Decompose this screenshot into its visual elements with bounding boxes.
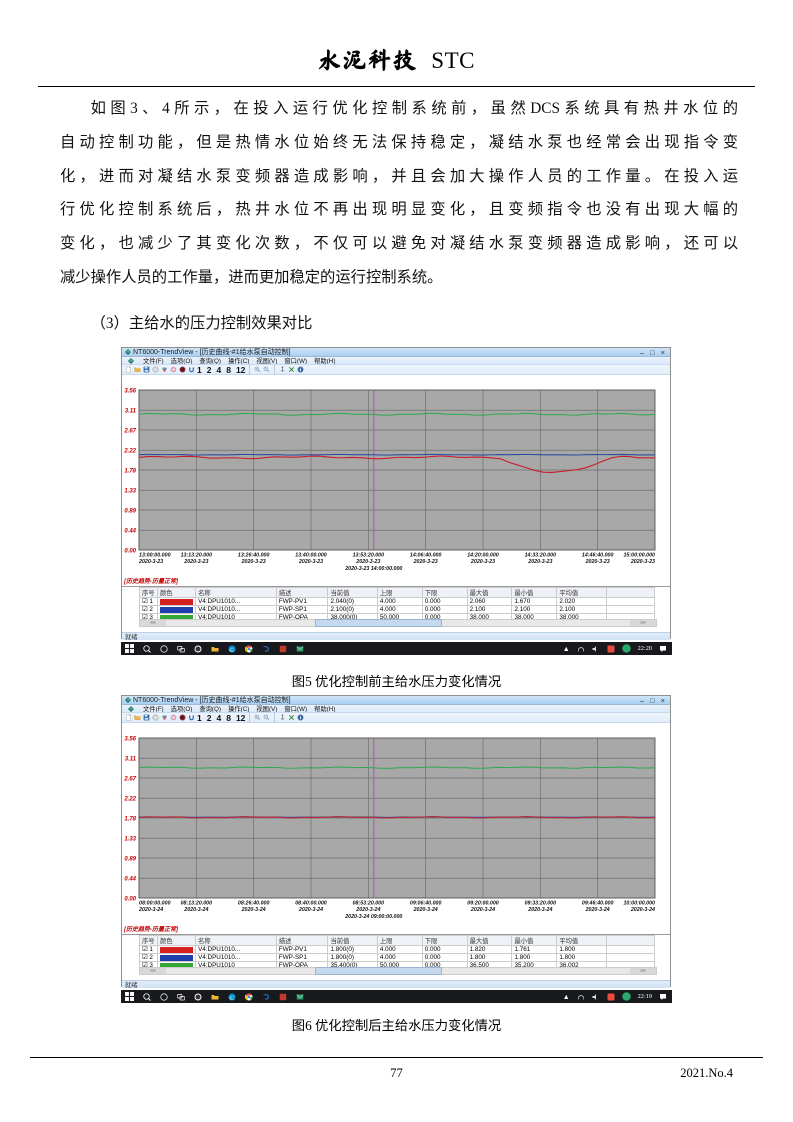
svg-text:10:00:00.000: 10:00:00.000 (623, 901, 655, 907)
svg-text:2020-3-24: 2020-3-24 (413, 907, 438, 913)
svg-text:13:26:40.000: 13:26:40.000 (238, 553, 270, 559)
svg-text:1.78: 1.78 (124, 817, 136, 823)
svg-text:2020-3-23: 2020-3-23 (241, 559, 266, 565)
svg-text:3.11: 3.11 (125, 409, 137, 415)
svg-text:0.44: 0.44 (124, 529, 136, 535)
svg-text:2020-3-23: 2020-3-23 (630, 559, 655, 565)
svg-text:2020-3-23: 2020-3-23 (183, 559, 208, 565)
svg-text:14:33:20.000: 14:33:20.000 (525, 553, 557, 559)
svg-text:09:46:40.000: 09:46:40.000 (582, 901, 614, 907)
svg-text:2020-3-23: 2020-3-23 (585, 559, 610, 565)
svg-text:09:20:00.000: 09:20:00.000 (467, 901, 499, 907)
svg-text:2020-3-24: 2020-3-24 (298, 907, 323, 913)
svg-text:1.33: 1.33 (124, 489, 136, 495)
svg-text:2020-3-24: 2020-3-24 (630, 907, 655, 913)
svg-text:2020-3-23: 2020-3-23 (413, 559, 438, 565)
svg-text:2020-3-24: 2020-3-24 (527, 907, 552, 913)
svg-text:13:40:00.000: 13:40:00.000 (295, 553, 327, 559)
svg-text:1.33: 1.33 (124, 837, 136, 843)
svg-text:3.56: 3.56 (124, 737, 136, 743)
svg-text:2020-3-23: 2020-3-23 (470, 559, 495, 565)
svg-text:2.67: 2.67 (123, 777, 136, 783)
svg-text:2020-3-24: 2020-3-24 (355, 907, 380, 913)
svg-text:2020-3-24: 2020-3-24 (585, 907, 610, 913)
svg-text:3.11: 3.11 (125, 757, 137, 763)
svg-text:2020-3-24: 2020-3-24 (470, 907, 495, 913)
svg-text:09:33:20.000: 09:33:20.000 (525, 901, 557, 907)
svg-text:2.22: 2.22 (123, 797, 136, 803)
svg-text:13:00:00.000: 13:00:00.000 (139, 553, 171, 559)
svg-text:0.00: 0.00 (124, 549, 136, 555)
svg-text:2.67: 2.67 (123, 429, 136, 435)
svg-text:2020-3-23: 2020-3-23 (138, 559, 163, 565)
svg-text:08:40:00.000: 08:40:00.000 (295, 901, 327, 907)
svg-text:08:00:00.000: 08:00:00.000 (139, 901, 171, 907)
svg-text:13:13:20.000: 13:13:20.000 (181, 553, 213, 559)
svg-text:0.00: 0.00 (124, 897, 136, 903)
svg-text:15:00:00.000: 15:00:00.000 (623, 553, 655, 559)
svg-text:08:53:20.000: 08:53:20.000 (353, 901, 385, 907)
svg-text:[历史趋势-历量正常]: [历史趋势-历量正常] (123, 925, 179, 933)
svg-text:2020-3-24: 2020-3-24 (183, 907, 208, 913)
svg-text:14:20:00.000: 14:20:00.000 (467, 553, 499, 559)
svg-text:13:53:20.000: 13:53:20.000 (353, 553, 385, 559)
svg-text:2020-3-23 14:00:00.000: 2020-3-23 14:00:00.000 (344, 566, 402, 572)
svg-text:08:26:40.000: 08:26:40.000 (238, 901, 270, 907)
svg-text:3.56: 3.56 (124, 389, 136, 395)
svg-text:08:13:20.000: 08:13:20.000 (181, 901, 213, 907)
svg-text:0.44: 0.44 (124, 877, 136, 883)
svg-text:09:06:40.000: 09:06:40.000 (410, 901, 442, 907)
svg-text:2020-3-24: 2020-3-24 (138, 907, 163, 913)
svg-text:2020-3-23: 2020-3-23 (527, 559, 552, 565)
svg-text:0.89: 0.89 (124, 509, 136, 515)
svg-text:2020-3-24: 2020-3-24 (241, 907, 266, 913)
svg-text:1.78: 1.78 (124, 469, 136, 475)
svg-text:2020-3-23: 2020-3-23 (355, 559, 380, 565)
svg-text:0.89: 0.89 (124, 857, 136, 863)
svg-text:14:46:40.000: 14:46:40.000 (582, 553, 614, 559)
svg-text:2020-3-23: 2020-3-23 (298, 559, 323, 565)
svg-text:2020-3-24 09:00:00.000: 2020-3-24 09:00:00.000 (344, 914, 402, 920)
svg-text:2.22: 2.22 (123, 449, 136, 455)
svg-text:[历史趋势-历量正常]: [历史趋势-历量正常] (123, 577, 179, 585)
svg-text:14:06:40.000: 14:06:40.000 (410, 553, 442, 559)
